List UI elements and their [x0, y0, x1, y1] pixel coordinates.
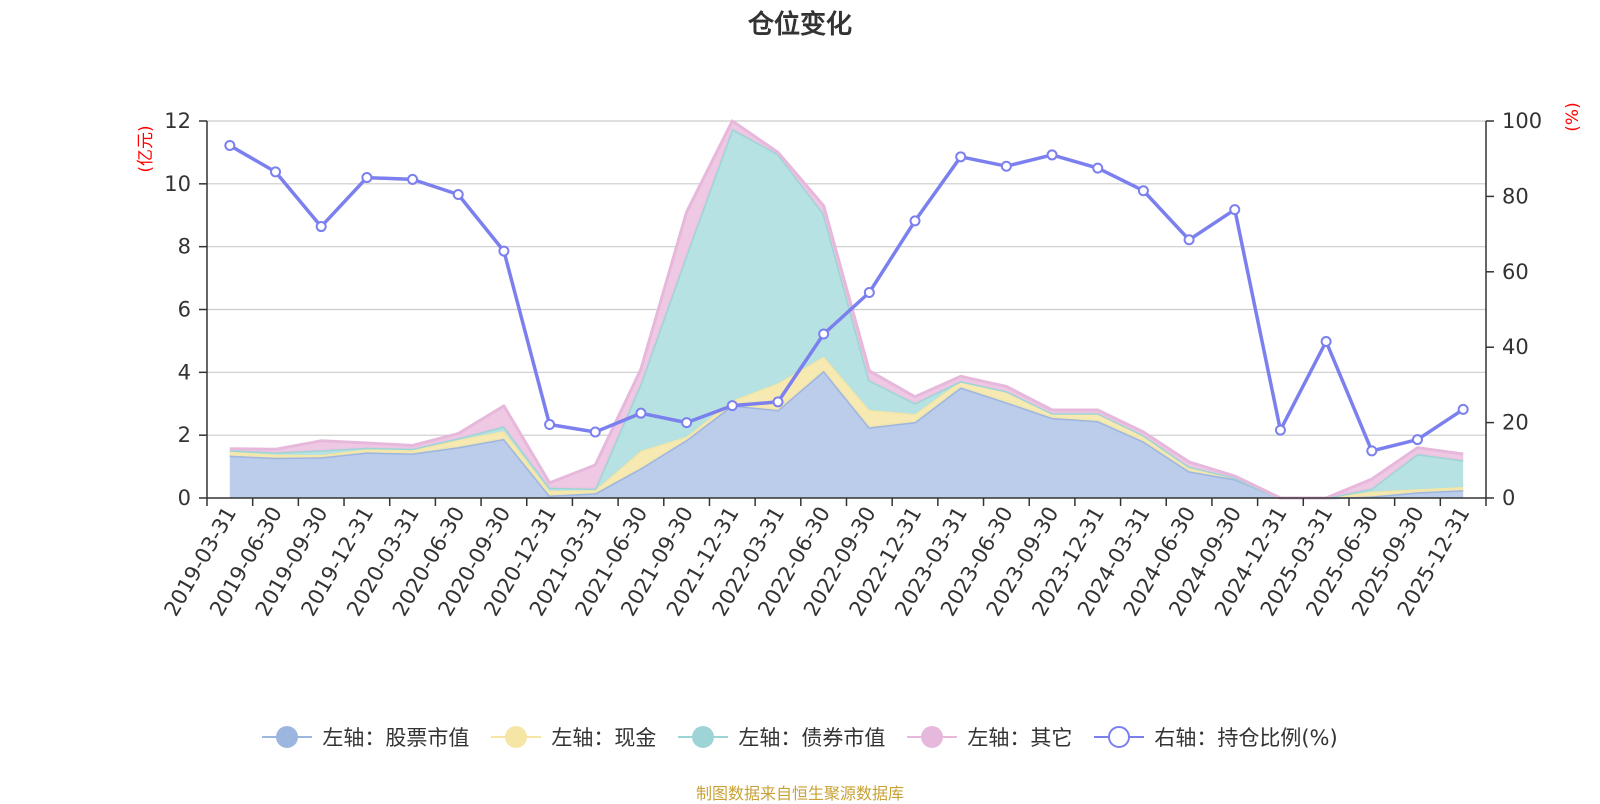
ratio-point [1092, 162, 1104, 174]
legend-item-other[interactable]: 左轴：其它 [907, 722, 1072, 752]
legend-label-cash: 左轴：现金 [551, 726, 657, 750]
ratio-point [1000, 160, 1012, 172]
right-tick-label: 20 [1502, 411, 1529, 435]
ratio-point [772, 396, 784, 408]
legend-swatch-other [907, 725, 958, 749]
left-tick-label: 2 [178, 423, 191, 447]
legend-swatch-bond [678, 725, 729, 749]
ratio-point [1411, 434, 1423, 446]
area-series-0 [229, 370, 1464, 498]
area-edge-3 [229, 119, 1464, 500]
ratio-point [407, 173, 419, 185]
ratio-point [270, 166, 282, 178]
ratio-point [224, 140, 236, 152]
legend-item-ratio[interactable]: 右轴：持仓比例(%) [1094, 722, 1338, 752]
legend: 左轴：股票市值 左轴：现金 左轴：债券市值 左轴：其它 右轴：持仓比例(%) [0, 720, 1600, 754]
left-tick-label: 8 [178, 235, 191, 259]
legend-swatch-stock [262, 725, 313, 749]
legend-item-bond[interactable]: 左轴：债券市值 [678, 722, 885, 752]
legend-label-stock: 左轴：股票市值 [322, 726, 470, 750]
ratio-point [1046, 149, 1058, 161]
ratio-point [955, 151, 967, 163]
ratio-point [589, 426, 601, 438]
legend-label-ratio: 右轴：持仓比例(%) [1154, 726, 1338, 750]
legend-item-stock[interactable]: 左轴：股票市值 [262, 722, 469, 752]
source-note: 制图数据来自恒生聚源数据库 [695, 784, 904, 803]
ratio-point [1183, 234, 1195, 246]
ratio-point [452, 189, 464, 201]
ratio-point [863, 287, 875, 299]
ratio-point [1366, 445, 1378, 457]
right-tick-label: 60 [1502, 260, 1529, 284]
right-tick-label: 100 [1502, 109, 1542, 133]
chart-title: 仓位变化 [747, 10, 852, 40]
right-tick-label: 80 [1502, 184, 1529, 208]
left-tick-label: 0 [178, 486, 191, 510]
right-axis-unit: (%) [1563, 102, 1583, 131]
ratio-point [315, 221, 327, 233]
legend-label-other: 左轴：其它 [967, 726, 1073, 750]
left-axis-unit: (亿元) [136, 125, 156, 172]
legend-item-cash[interactable]: 左轴：现金 [491, 722, 656, 752]
ratio-point [1274, 424, 1286, 436]
ratio-point [726, 400, 738, 412]
right-tick-label: 0 [1502, 486, 1515, 510]
ratio-point [498, 245, 510, 257]
left-tick-label: 4 [178, 360, 191, 384]
ratio-point [361, 172, 373, 184]
ratio-point [544, 418, 556, 430]
left-tick-label: 6 [178, 298, 191, 322]
ratio-point [1137, 185, 1149, 197]
left-tick-label: 12 [164, 109, 191, 133]
legend-swatch-ratio [1094, 725, 1145, 749]
ratio-point [681, 417, 693, 429]
ratio-line [228, 143, 1465, 453]
ratio-point [818, 328, 830, 340]
left-tick-label: 10 [164, 172, 191, 196]
legend-swatch-cash [491, 725, 542, 749]
right-tick-label: 40 [1502, 335, 1529, 359]
ratio-point [1229, 204, 1241, 216]
holding-ratio-line [224, 140, 1469, 457]
ratio-point [909, 215, 921, 227]
legend-label-bond: 左轴：债券市值 [738, 726, 886, 750]
ratio-point [1457, 403, 1469, 415]
ratio-point [635, 407, 647, 419]
ratio-point [1320, 336, 1332, 348]
